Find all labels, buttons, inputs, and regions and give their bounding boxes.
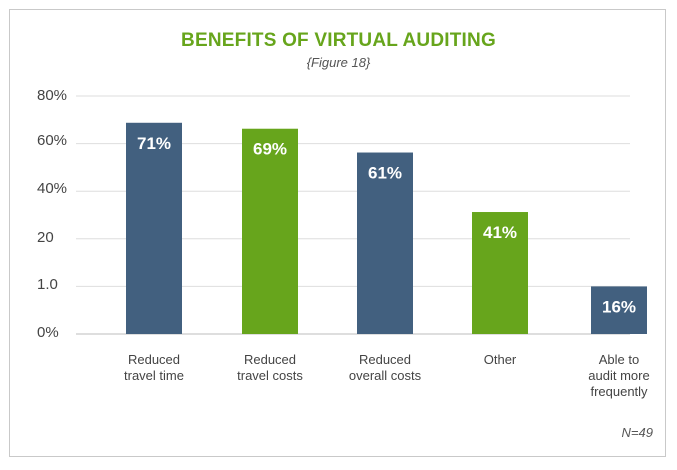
x-tick-label: Reduced travel time [124,352,184,383]
data-label: 16% [602,297,636,316]
bar [591,286,647,334]
bar [357,152,413,334]
y-tick-label: 0% [37,324,59,341]
bar [242,128,298,334]
y-axis-ticks: 0% 1.0 20 40% 60% 80% [37,87,67,341]
y-tick-label: 20 [37,229,54,246]
x-tick-label: Able to audit more frequently [588,352,649,399]
data-label: 41% [483,223,517,242]
data-label: 69% [253,140,287,159]
x-tick-label: Reduced travel costs [237,352,303,383]
bar [126,122,182,335]
x-tick-label: Other [484,352,517,367]
y-tick-label: 1.0 [37,276,58,293]
y-tick-label: 60% [37,132,67,149]
bar [472,212,528,334]
x-axis-labels: Reduced travel time Reduced travel costs Red… [124,352,650,399]
data-labels: 71% 69% 61% 41% 16% [137,134,636,317]
chart-title: BENEFITS OF VIRTUAL AUDITING [181,30,496,51]
y-tick-label: 80% [37,87,67,104]
y-tick-label: 40% [37,180,67,197]
x-tick-label: Reduced overall costs [349,352,422,383]
sample-size-note: N=49 [621,425,653,440]
chart-subtitle: {Figure 18} [306,55,371,70]
chart-frame [9,9,666,457]
data-label: 61% [368,164,402,183]
data-label: 71% [137,134,171,153]
bars [126,122,647,335]
